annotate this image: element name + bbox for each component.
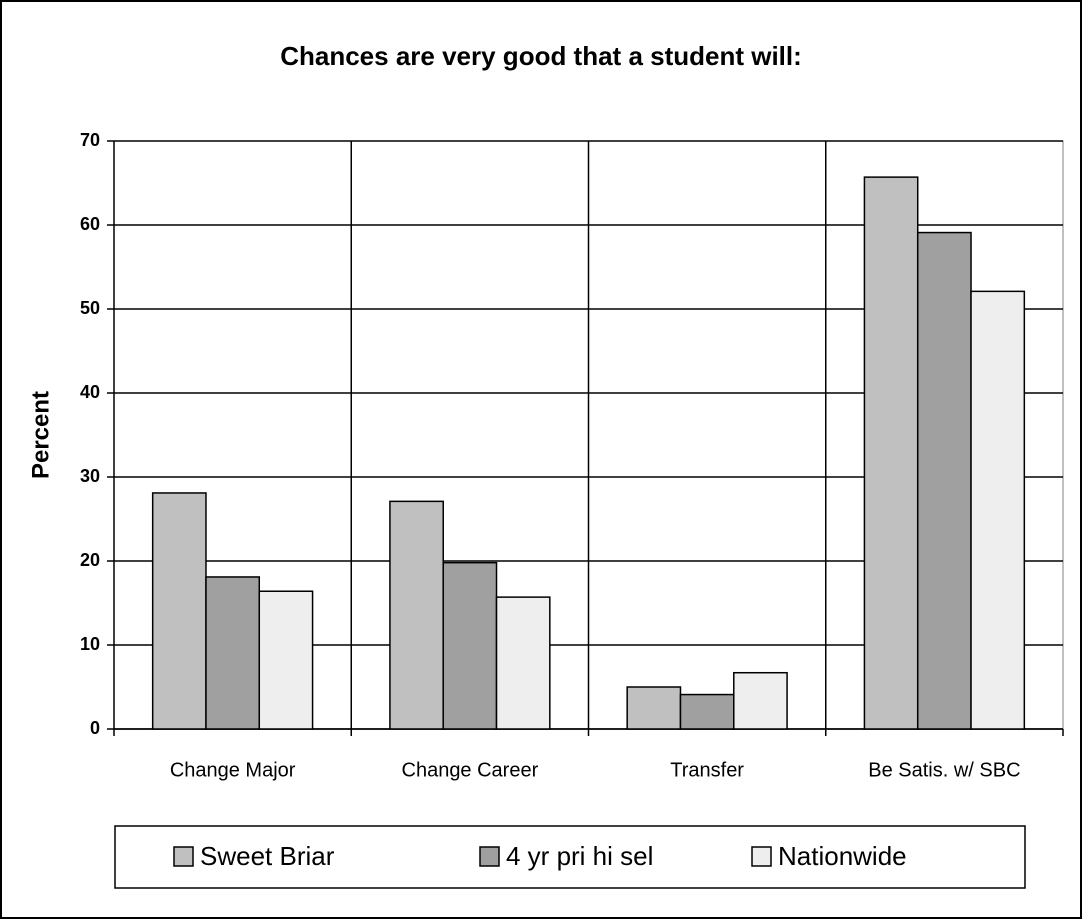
bar (258, 590, 314, 730)
bar (389, 500, 444, 730)
x-tick-label: Change Career (402, 759, 539, 781)
chart-title: Chances are very good that a student wil… (280, 41, 802, 71)
y-tick-label: 0 (90, 718, 100, 738)
legend-swatch (479, 846, 500, 867)
bar (151, 492, 207, 730)
legend-swatch (751, 846, 772, 867)
bar (205, 576, 261, 730)
bar (916, 231, 972, 730)
x-tick-label: Transfer (670, 759, 744, 781)
bar (970, 290, 1026, 730)
y-tick-label: 20 (80, 550, 100, 570)
bar (442, 561, 498, 730)
x-tick-label: Change Major (170, 759, 296, 781)
y-tick-label: 10 (80, 634, 100, 654)
y-tick-label: 30 (80, 466, 100, 486)
bar (863, 176, 919, 730)
y-tick-label: 50 (80, 298, 100, 318)
legend-label: Sweet Briar (200, 841, 335, 871)
legend-swatch (173, 846, 194, 867)
y-tick-label: 60 (80, 214, 100, 234)
legend-box (114, 825, 1026, 889)
bar (495, 596, 551, 730)
bar (733, 671, 788, 730)
bar (679, 693, 735, 730)
legend-label: 4 yr pri hi sel (506, 841, 653, 871)
x-tick-label: Be Satis. w/ SBC (868, 759, 1020, 781)
y-tick-label: 70 (80, 130, 100, 150)
y-tick-label: 40 (80, 382, 100, 402)
legend-label: Nationwide (778, 841, 907, 871)
bar (626, 686, 682, 730)
y-axis-label: Percent (27, 391, 54, 479)
